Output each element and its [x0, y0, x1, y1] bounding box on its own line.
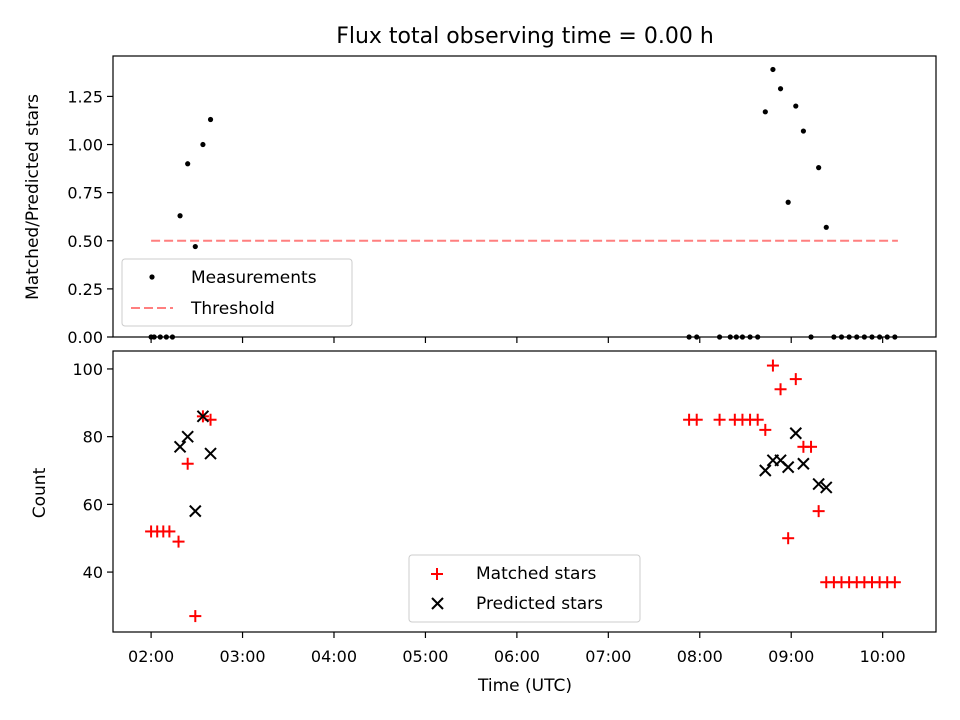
measurement-point: [800, 128, 807, 134]
matched-stars-point: [751, 413, 764, 426]
bottom-y-ticks: 40 60 80 100: [72, 360, 113, 582]
predicted-stars-point: [812, 477, 825, 491]
measurement-point: [762, 109, 768, 115]
bottom-series: [145, 359, 901, 623]
matched-stars-point: [759, 423, 772, 436]
x-tick-label: 08:00: [677, 647, 723, 666]
measurement-point: [177, 213, 183, 219]
bottom-panel: Count Time (UTC) 40 60 80 100 02:00 03:00 04:…: [30, 350, 937, 696]
predicted-stars-point: [189, 504, 202, 518]
matched-stars-point: [713, 413, 726, 426]
top-legend-box: [121, 258, 353, 327]
matched-stars-point: [789, 373, 802, 386]
predicted-stars-point: [173, 440, 187, 454]
x-tick-label: 02:00: [128, 647, 174, 666]
predicted-stars-point: [196, 410, 210, 423]
matched-stars-point: [766, 359, 779, 372]
legend-predicted-marker: [431, 597, 444, 610]
top-ylabel: Matched/Predicted stars: [23, 94, 43, 300]
x-tick-label: 07:00: [585, 647, 631, 666]
predicted-stars-point: [181, 430, 194, 443]
legend-measurements-marker: [149, 274, 155, 280]
bottom-ylabel: Count: [30, 467, 50, 518]
measurement-point: [207, 116, 214, 123]
matched-stars-point: [805, 440, 818, 453]
top-panel: Flux total observing time = 0.00 h Match…: [23, 24, 937, 347]
bottom-plot-frame: [112, 350, 937, 633]
legend-matched-marker: [431, 568, 443, 580]
matched-stars-point: [774, 383, 787, 396]
x-tick-label: 10:00: [860, 647, 906, 666]
measurement-point: [816, 165, 822, 171]
top-title: Flux total observing time = 0.00 h: [336, 24, 714, 49]
measurement-point: [770, 66, 776, 73]
bottom-legend-box: [408, 554, 641, 623]
y-tick-label: 1.00: [67, 136, 103, 155]
measurement-point: [793, 103, 799, 109]
legend-measurements-label: Measurements: [191, 268, 317, 288]
y-tick-label: 40: [83, 563, 103, 582]
top-x-ticks: [150, 337, 884, 343]
predicted-stars-point: [759, 464, 772, 477]
measurement-point: [777, 86, 784, 92]
predicted-stars-point: [204, 447, 217, 460]
y-tick-label: 0.25: [67, 280, 103, 299]
measurement-point: [192, 243, 198, 250]
bottom-xlabel: Time (UTC): [477, 676, 572, 696]
y-tick-label: 0.75: [67, 184, 103, 203]
matched-stars-point: [782, 532, 795, 545]
matched-stars-point: [888, 576, 901, 589]
matched-stars-point: [189, 610, 202, 623]
y-tick-label: 0.00: [67, 328, 103, 347]
measurement-point: [785, 199, 791, 205]
matched-stars-point: [812, 505, 825, 518]
y-tick-label: 60: [83, 495, 103, 514]
matched-stars-point: [181, 457, 194, 470]
top-legend: Measurements Threshold: [121, 258, 353, 327]
bottom-x-ticks: 02:00 03:00 04:00 05:00 06:00 07:00 08:00 09:00…: [128, 632, 906, 666]
measurement-point: [185, 161, 191, 167]
matched-stars-point: [163, 525, 176, 538]
y-tick-label: 80: [83, 428, 103, 447]
predicted-stars-point: [797, 457, 810, 470]
bottom-legend: Matched stars Predicted stars: [408, 554, 641, 623]
matched-stars-point: [172, 535, 185, 548]
matched-stars-point: [690, 413, 703, 426]
x-tick-label: 04:00: [311, 647, 357, 666]
x-tick-label: 09:00: [768, 647, 814, 666]
y-tick-label: 1.25: [67, 87, 103, 106]
y-tick-label: 100: [72, 360, 103, 379]
x-tick-label: 06:00: [494, 647, 540, 666]
x-tick-label: 03:00: [219, 647, 265, 666]
legend-threshold-label: Threshold: [190, 299, 275, 319]
top-y-ticks: 0.00 0.25 0.50 0.75 1.00 1.25: [67, 87, 113, 347]
top-plot-frame: [112, 55, 937, 338]
predicted-stars-point: [789, 427, 802, 440]
y-tick-label: 0.50: [67, 232, 103, 251]
predicted-stars-point: [820, 481, 833, 494]
predicted-stars-point: [781, 460, 795, 474]
x-tick-label: 05:00: [402, 647, 448, 666]
measurement-point: [200, 141, 206, 148]
legend-predicted-label: Predicted stars: [476, 594, 603, 614]
legend-matched-label: Matched stars: [476, 564, 596, 584]
measurement-point: [823, 224, 829, 230]
